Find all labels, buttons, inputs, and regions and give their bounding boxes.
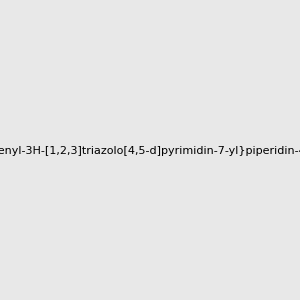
- Text: 3-chloro-4-[(1-{3-phenyl-3H-[1,2,3]triazolo[4,5-d]pyrimidin-7-yl}piperidin-4-yl): 3-chloro-4-[(1-{3-phenyl-3H-[1,2,3]triaz…: [0, 146, 300, 157]
